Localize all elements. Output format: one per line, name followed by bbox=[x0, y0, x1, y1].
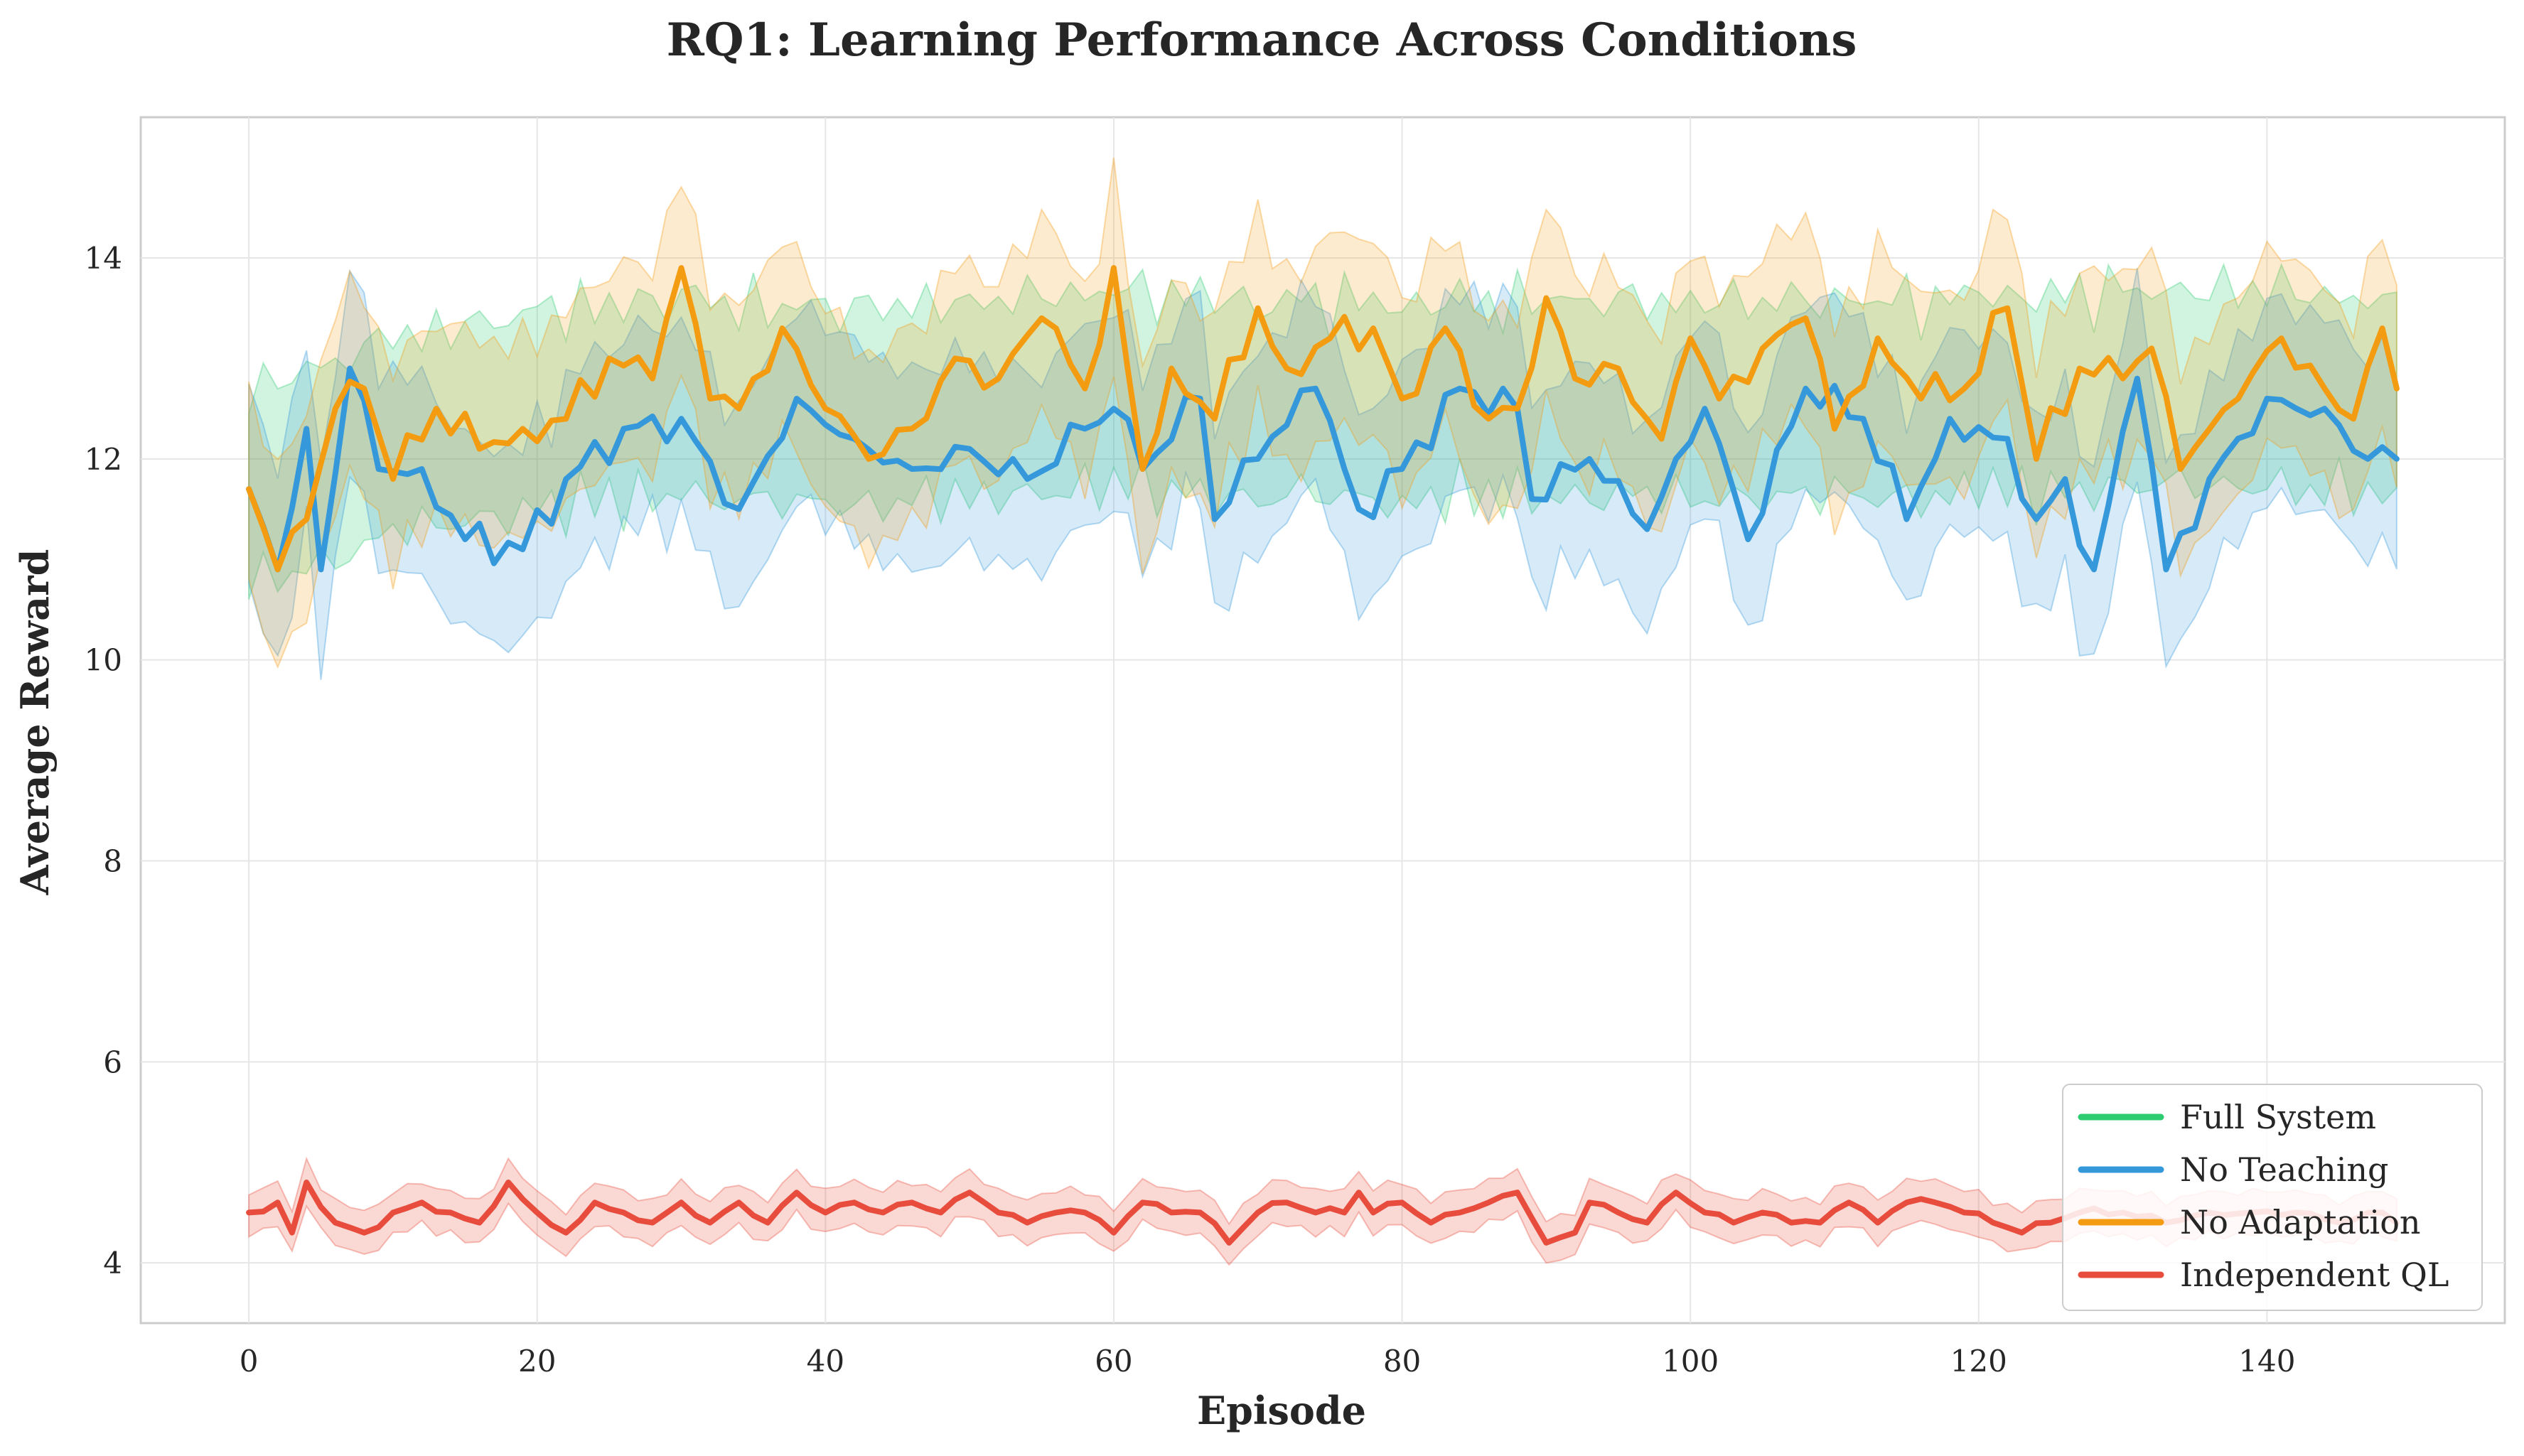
x-tick-label: 80 bbox=[1383, 1344, 1421, 1379]
band-no-adaptation bbox=[248, 157, 2397, 669]
legend-items: Full System No Teaching No Adaptation Indep… bbox=[2078, 1098, 2449, 1294]
x-axis-ticks: 0 20 40 60 80 100 120 140 bbox=[240, 1344, 2296, 1379]
legend-label-independent-ql: Independent QL bbox=[2180, 1256, 2449, 1294]
line-no-adaptation bbox=[246, 265, 2400, 573]
x-tick-label: 0 bbox=[240, 1344, 259, 1379]
y-tick-label: 8 bbox=[103, 843, 122, 878]
legend-label-full-system: Full System bbox=[2180, 1098, 2376, 1136]
x-tick-label: 100 bbox=[1662, 1344, 1719, 1379]
legend-box bbox=[2062, 1084, 2483, 1311]
legend-label-no-teaching: No Teaching bbox=[2180, 1150, 2389, 1189]
y-tick-label: 10 bbox=[85, 643, 122, 678]
plot-area bbox=[139, 116, 2506, 1325]
line-no-teaching bbox=[246, 365, 2400, 573]
chart-title: RQ1: Learning Performance Across Conditi… bbox=[667, 14, 1857, 67]
x-tick-label: 140 bbox=[2238, 1344, 2295, 1379]
y-axis-label: Average Reward bbox=[12, 549, 58, 896]
x-tick-label: 120 bbox=[1950, 1344, 2007, 1379]
y-tick-label: 14 bbox=[85, 241, 122, 276]
legend-label-no-adaptation: No Adaptation bbox=[2180, 1203, 2421, 1241]
x-tick-label: 20 bbox=[518, 1344, 556, 1379]
line-independent-ql bbox=[246, 1180, 2400, 1246]
x-tick-label: 40 bbox=[807, 1344, 844, 1379]
y-tick-label: 12 bbox=[85, 442, 122, 477]
y-axis-ticks: 4 6 8 10 12 14 bbox=[85, 241, 122, 1280]
series-lines bbox=[246, 265, 2400, 1246]
band-no-teaching bbox=[248, 268, 2397, 680]
y-tick-label: 6 bbox=[103, 1045, 122, 1079]
x-tick-label: 60 bbox=[1095, 1344, 1132, 1379]
grid-lines bbox=[141, 117, 2505, 1323]
legend: Full System No Teaching No Adaptation Indep… bbox=[2062, 1084, 2483, 1311]
y-tick-label: 4 bbox=[103, 1246, 122, 1280]
x-axis-label: Episode bbox=[1197, 1388, 1366, 1433]
band-full-system bbox=[248, 262, 2397, 600]
